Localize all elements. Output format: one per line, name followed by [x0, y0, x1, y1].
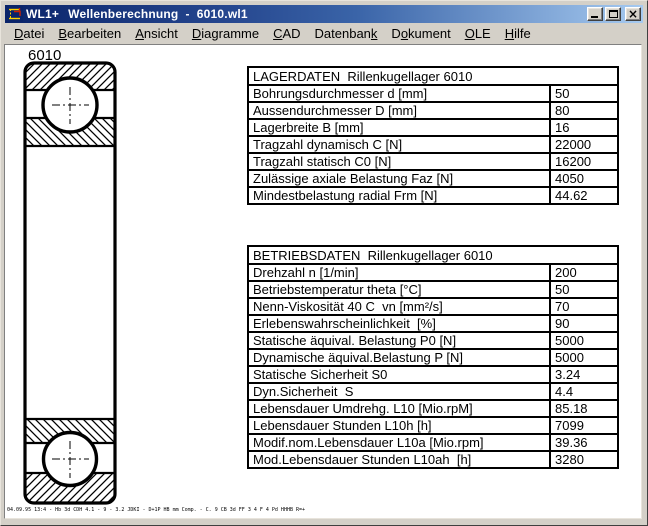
row-label: Dynamische äquival.Belastung P [N] — [247, 348, 551, 367]
row-label: Bohrungsdurchmesser d [mm] — [247, 84, 551, 103]
row-value: 44.62 — [549, 186, 619, 205]
row-value: 4.4 — [549, 382, 619, 401]
row-value: 16200 — [549, 152, 619, 171]
table-title: LAGERDATEN Rillenkugellager 6010 — [247, 66, 619, 86]
table-header-row: LAGERDATEN Rillenkugellager 6010 — [247, 66, 619, 86]
window-controls: × — [587, 7, 643, 21]
table-row: Statische äquival. Belastung P0 [N] 5000 — [247, 331, 619, 350]
row-value: 22000 — [549, 135, 619, 154]
menu-item-dokument[interactable]: Dokument — [391, 25, 451, 41]
table-row: Tragzahl dynamisch C [N] 22000 — [247, 135, 619, 154]
table-header-row: BETRIEBSDATEN Rillenkugellager 6010 — [247, 245, 619, 265]
row-label: Dyn.Sicherheit S — [247, 382, 551, 401]
close-button[interactable]: × — [625, 7, 641, 21]
lagerdaten-table: LAGERDATEN Rillenkugellager 6010 Bohrungs… — [247, 66, 619, 205]
table-row: Bohrungsdurchmesser d [mm] 50 — [247, 84, 619, 103]
table-row: Modif.nom.Lebensdauer L10a [Mio.rpm] 39.3… — [247, 433, 619, 452]
row-label: Lagerbreite B [mm] — [247, 118, 551, 137]
row-value: 85.18 — [549, 399, 619, 418]
table-row: Lagerbreite B [mm] 16 — [247, 118, 619, 137]
table-row: Zulässige axiale Belastung Faz [N] 4050 — [247, 169, 619, 188]
menu-item-datei[interactable]: Datei — [14, 25, 45, 41]
table-row: Statische Sicherheit S0 3.24 — [247, 365, 619, 384]
menu-item-diagramme[interactable]: Diagramme — [191, 25, 260, 41]
table-row: Mod.Lebensdauer Stunden L10ah [h] 3280 — [247, 450, 619, 469]
row-value: 3.24 — [549, 365, 619, 384]
menu-item-hilfe[interactable]: Hilfe — [504, 25, 531, 41]
minimize-icon — [591, 16, 598, 18]
row-label: Statische äquival. Belastung P0 [N] — [247, 331, 551, 350]
table-row: Aussendurchmesser D [mm] 80 — [247, 101, 619, 120]
row-label: Tragzahl dynamisch C [N] — [247, 135, 551, 154]
row-value: 7099 — [549, 416, 619, 435]
row-value: 50 — [549, 280, 619, 299]
row-value: 90 — [549, 314, 619, 333]
row-value: 16 — [549, 118, 619, 137]
menu-item-cad[interactable]: CAD — [273, 25, 301, 41]
row-label: Lebensdauer Umdrehg. L10 [Mio.rpM] — [247, 399, 551, 418]
raceway-lines — [25, 88, 115, 475]
row-label: Lebensdauer Stunden L10h [h] — [247, 416, 551, 435]
table-row: Tragzahl statisch C0 [N] 16200 — [247, 152, 619, 171]
centerline-crosshairs — [52, 87, 89, 478]
table-row: Nenn-Viskosität 40 C vn [mm²/s] 70 — [247, 297, 619, 316]
row-label: Nenn-Viskosität 40 C vn [mm²/s] — [247, 297, 551, 316]
table-row: Erlebenswahrscheinlichkeit [%] 90 — [247, 314, 619, 333]
table-row: Dynamische äquival.Belastung P [N] 5000 — [247, 348, 619, 367]
row-value: 4050 — [549, 169, 619, 188]
row-label: Modif.nom.Lebensdauer L10a [Mio.rpm] — [247, 433, 551, 452]
bearing-drawing: 6010 — [23, 47, 117, 505]
row-value: 5000 — [549, 348, 619, 367]
row-value: 200 — [549, 263, 619, 282]
row-label: Zulässige axiale Belastung Faz [N] — [247, 169, 551, 188]
row-value: 80 — [549, 101, 619, 120]
menu-item-datenbank[interactable]: Datenbank — [314, 25, 378, 41]
maximize-icon — [608, 10, 618, 18]
table-row: Drehzahl n [1/min] 200 — [247, 263, 619, 282]
row-label: Aussendurchmesser D [mm] — [247, 101, 551, 120]
footer-info-line: 04.09.95 13:4 - Hb 3d CDH 4.1 - 9 - 3.2 … — [7, 507, 306, 513]
row-label: Tragzahl statisch C0 [N] — [247, 152, 551, 171]
row-label: Mod.Lebensdauer Stunden L10ah [h] — [247, 450, 551, 469]
menu-item-ole[interactable]: OLE — [464, 25, 491, 41]
menu-bar: Datei Bearbeiten Ansicht Diagramme CAD Datenb… — [5, 24, 643, 43]
table-title: BETRIEBSDATEN Rillenkugellager 6010 — [247, 245, 619, 265]
table-row: Lebensdauer Stunden L10h [h] 7099 — [247, 416, 619, 435]
bearing-outline — [23, 61, 117, 505]
table-row: Betriebstemperatur theta [°C] 50 — [247, 280, 619, 299]
client-area: 6010 — [4, 44, 642, 519]
minimize-button[interactable] — [587, 7, 603, 21]
row-value: 70 — [549, 297, 619, 316]
row-label: Erlebenswahrscheinlichkeit [%] — [247, 314, 551, 333]
document-title: Wellenberechnung - 6010.wl1 — [68, 7, 248, 21]
row-label: Drehzahl n [1/min] — [247, 263, 551, 282]
row-label: Mindestbelastung radial Frm [N] — [247, 186, 551, 205]
row-value: 3280 — [549, 450, 619, 469]
row-value: 39.36 — [549, 433, 619, 452]
row-label: Betriebstemperatur theta [°C] — [247, 280, 551, 299]
app-title: WL1+ — [26, 7, 60, 21]
menu-item-bearbeiten[interactable]: Bearbeiten — [58, 25, 122, 41]
row-value: 5000 — [549, 331, 619, 350]
row-label: Statische Sicherheit S0 — [247, 365, 551, 384]
table-row: Lebensdauer Umdrehg. L10 [Mio.rpM] 85.18 — [247, 399, 619, 418]
row-value: 50 — [549, 84, 619, 103]
table-row: Mindestbelastung radial Frm [N] 44.62 — [247, 186, 619, 205]
close-icon: × — [627, 7, 639, 21]
maximize-button[interactable] — [605, 7, 621, 21]
title-bar[interactable]: WL1+ Wellenberechnung - 6010.wl1 × — [5, 5, 643, 23]
table-row: Dyn.Sicherheit S 4.4 — [247, 382, 619, 401]
menu-item-ansicht[interactable]: Ansicht — [135, 25, 178, 41]
app-icon[interactable] — [7, 6, 23, 22]
betriebsdaten-table: BETRIEBSDATEN Rillenkugellager 6010 Drehz… — [247, 245, 619, 469]
bearing-label: 6010 — [28, 47, 61, 64]
